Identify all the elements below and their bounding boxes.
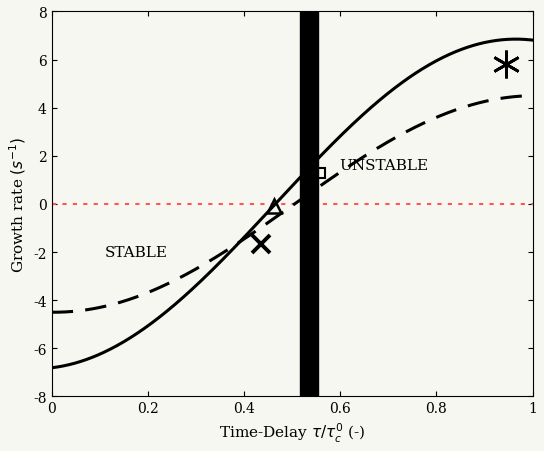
X-axis label: Time-Delay $\tau/\tau_c^0$ (-): Time-Delay $\tau/\tau_c^0$ (-) — [219, 421, 366, 444]
Text: UNSTABLE: UNSTABLE — [339, 159, 428, 173]
Text: STABLE: STABLE — [104, 245, 168, 259]
Bar — [300, 13, 318, 396]
Y-axis label: Growth rate $(s^{-1})$: Growth rate $(s^{-1})$ — [7, 137, 28, 272]
